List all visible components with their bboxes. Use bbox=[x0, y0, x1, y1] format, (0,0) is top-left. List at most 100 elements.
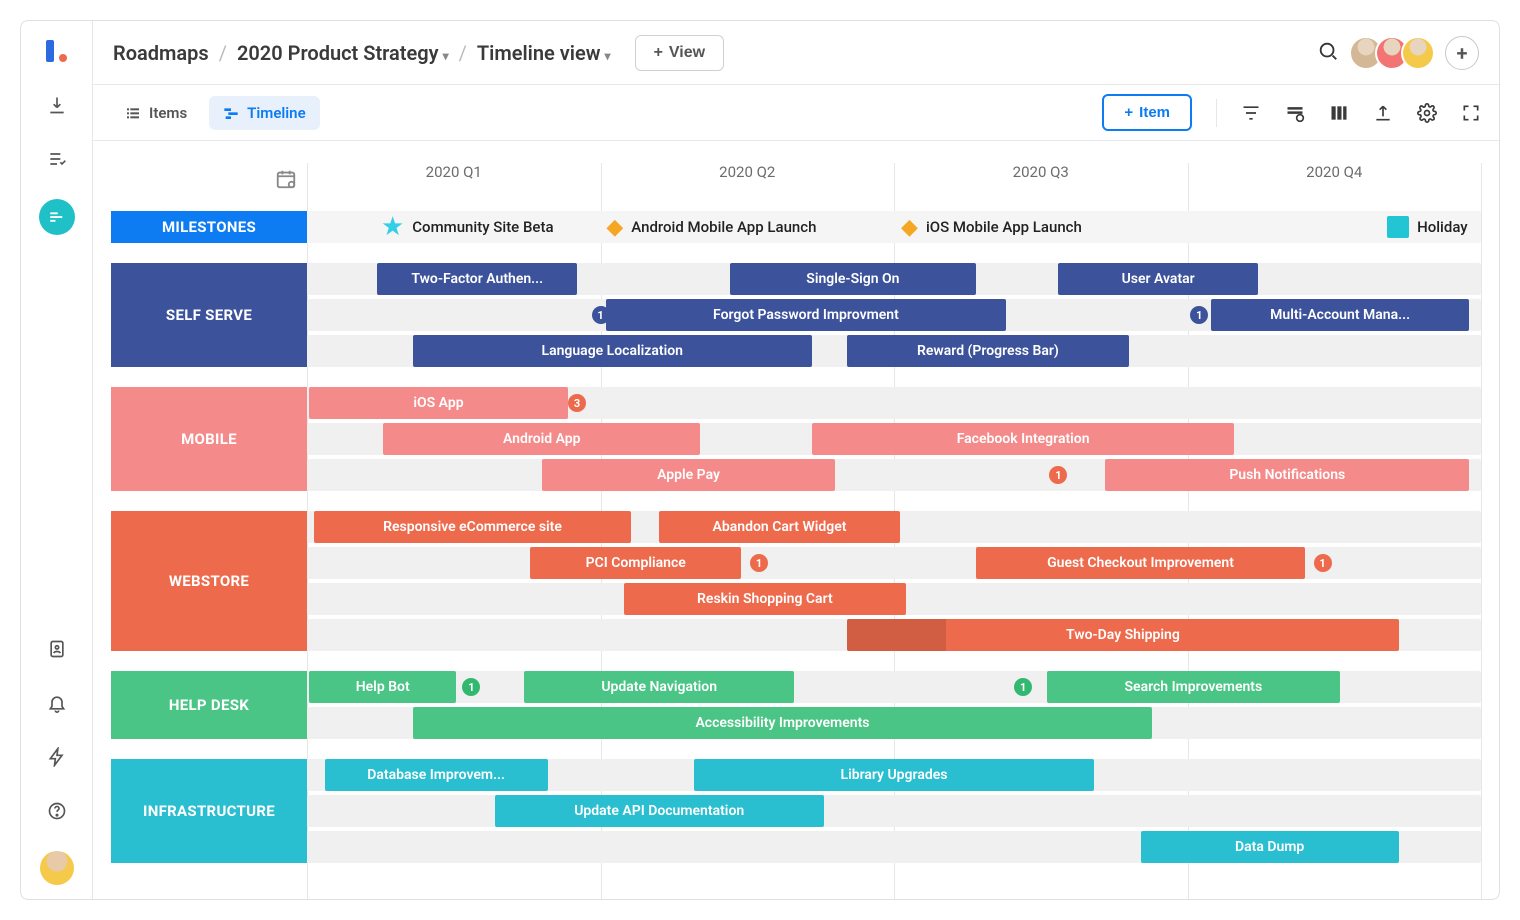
count-badge[interactable]: 1 bbox=[1190, 306, 1208, 324]
tag-filter-icon[interactable] bbox=[1285, 103, 1305, 123]
calendar-settings-icon[interactable] bbox=[275, 168, 297, 194]
app-logo[interactable] bbox=[43, 37, 71, 65]
timeline-bar[interactable]: Reskin Shopping Cart bbox=[624, 583, 906, 615]
list-check-icon[interactable] bbox=[43, 145, 71, 173]
timeline-row: Reskin Shopping Cart bbox=[307, 583, 1481, 615]
milestone-item[interactable]: Holiday bbox=[1387, 211, 1468, 243]
timeline-bar[interactable]: Search Improvements bbox=[1047, 671, 1341, 703]
timeline-row: Android App Facebook Integration bbox=[307, 423, 1481, 455]
timeline-bar[interactable]: Apple Pay bbox=[542, 459, 836, 491]
milestone-label: iOS Mobile App Launch bbox=[926, 218, 1082, 236]
timeline-row: iOS App3 bbox=[307, 387, 1481, 419]
fullscreen-icon[interactable] bbox=[1461, 103, 1481, 123]
timeline-bar[interactable]: Android App bbox=[383, 423, 700, 455]
timeline-bar[interactable]: Facebook Integration bbox=[812, 423, 1235, 455]
collaborator-avatar[interactable] bbox=[1401, 36, 1435, 70]
tab-timeline[interactable]: Timeline bbox=[209, 96, 319, 130]
milestone-label: Android Mobile App Launch bbox=[631, 218, 816, 236]
roadmap-icon[interactable] bbox=[39, 199, 75, 235]
milestone-label: Holiday bbox=[1417, 218, 1468, 236]
timeline-bar[interactable]: Guest Checkout Improvement bbox=[976, 547, 1305, 579]
quarter-separator bbox=[1481, 163, 1482, 899]
timeline-bar[interactable]: Accessibility Improvements bbox=[413, 707, 1153, 739]
timeline-bar[interactable]: Reward (Progress Bar) bbox=[847, 335, 1129, 367]
timeline-row: Database Improvem... Library Upgrades bbox=[307, 759, 1481, 791]
timeline-bar[interactable]: Database Improvem... bbox=[325, 759, 548, 791]
timeline-row: Update API Documentation bbox=[307, 795, 1481, 827]
quarter-label: 2020 Q3 bbox=[1013, 163, 1069, 181]
timeline-row: Two-Factor Authen... Single-Sign On User A… bbox=[307, 263, 1481, 295]
chevron-down-icon: ▾ bbox=[443, 49, 449, 63]
timeline-bar[interactable]: Two-Factor Authen... bbox=[377, 263, 577, 295]
add-collaborator-button[interactable]: + bbox=[1445, 36, 1479, 70]
breadcrumb-root[interactable]: Roadmaps bbox=[113, 41, 209, 65]
timeline-row: PCI Compliance 1 Guest Checkout Improvemen… bbox=[307, 547, 1481, 579]
timeline-bar[interactable]: Language Localization bbox=[413, 335, 812, 367]
count-badge[interactable]: 1 bbox=[1049, 466, 1067, 484]
search-icon[interactable] bbox=[1317, 40, 1339, 66]
view-tabs: Items Timeline + Item bbox=[93, 85, 1499, 141]
timeline-row: Forgot Password Improvment1Multi-Account… bbox=[307, 299, 1481, 331]
count-badge[interactable]: 1 bbox=[592, 306, 610, 324]
timeline-bar[interactable]: Forgot Password Improvment bbox=[606, 299, 1005, 331]
star-icon: ★ bbox=[381, 212, 404, 242]
timeline-bar[interactable]: Update API Documentation bbox=[495, 795, 824, 827]
timeline-bar[interactable]: Update Navigation bbox=[524, 671, 794, 703]
timeline-row: Two-Day Shipping bbox=[307, 619, 1481, 651]
tab-items[interactable]: Items bbox=[111, 96, 201, 130]
timeline-bar[interactable]: iOS App bbox=[309, 387, 567, 419]
filter-icon[interactable] bbox=[1241, 103, 1261, 123]
timeline-bar[interactable]: PCI Compliance bbox=[530, 547, 741, 579]
breadcrumb-folder[interactable]: 2020 Product Strategy▾ bbox=[237, 41, 449, 65]
progress-overlay bbox=[847, 619, 946, 651]
timeline-bar[interactable]: Push Notifications bbox=[1105, 459, 1469, 491]
current-user-avatar[interactable] bbox=[40, 851, 74, 885]
add-item-button[interactable]: + Item bbox=[1102, 94, 1192, 131]
diamond-icon: ◆ bbox=[901, 215, 918, 240]
milestone-item[interactable]: ◆ iOS Mobile App Launch bbox=[901, 211, 1082, 243]
count-badge[interactable]: 1 bbox=[750, 554, 768, 572]
topbar: Roadmaps / 2020 Product Strategy▾ / Time… bbox=[93, 21, 1499, 85]
breadcrumb-separator: / bbox=[219, 41, 227, 65]
help-icon[interactable] bbox=[43, 797, 71, 825]
quarter-label: 2020 Q1 bbox=[426, 163, 482, 181]
timeline-bar[interactable]: Responsive eCommerce site bbox=[314, 511, 631, 543]
timeline-row: Help Bot 1 Update Navigation 1 Search Improv… bbox=[307, 671, 1481, 703]
export-icon[interactable] bbox=[1373, 103, 1393, 123]
milestone-item[interactable]: ◆Android Mobile App Launch bbox=[606, 211, 816, 243]
add-view-button[interactable]: + View bbox=[635, 35, 725, 71]
breadcrumb-separator: / bbox=[459, 41, 467, 65]
timeline-header: 2020 Q12020 Q22020 Q32020 Q4 bbox=[111, 163, 1481, 199]
timeline-bar[interactable]: Help Bot bbox=[309, 671, 456, 703]
timeline-bar[interactable]: Multi-Account Mana... bbox=[1211, 299, 1469, 331]
section-self_serve: SELF SERVETwo-Factor Authen...Single-Sig… bbox=[111, 263, 1481, 367]
timeline-bar[interactable]: Library Upgrades bbox=[694, 759, 1093, 791]
timeline-bar[interactable]: Two-Day Shipping bbox=[847, 619, 1399, 651]
timeline-bar[interactable]: Data Dump bbox=[1141, 831, 1399, 863]
timeline-bar[interactable]: Single-Sign On bbox=[730, 263, 977, 295]
quarter-label: 2020 Q2 bbox=[719, 163, 775, 181]
timeline-icon bbox=[223, 105, 239, 121]
columns-icon[interactable] bbox=[1329, 103, 1349, 123]
chevron-down-icon: ▾ bbox=[605, 49, 611, 63]
breadcrumb-view[interactable]: Timeline view▾ bbox=[477, 41, 611, 65]
separator bbox=[1216, 99, 1217, 127]
count-badge[interactable]: 1 bbox=[462, 678, 480, 696]
notifications-icon[interactable] bbox=[43, 689, 71, 717]
section-title: HELP DESK bbox=[111, 671, 307, 739]
timeline-area: 2020 Q12020 Q22020 Q32020 Q4 MILESTONES … bbox=[93, 141, 1499, 899]
plus-icon: + bbox=[1124, 104, 1133, 121]
timeline-bar[interactable]: Abandon Cart Widget bbox=[659, 511, 900, 543]
bolt-icon[interactable] bbox=[43, 743, 71, 771]
milestone-item[interactable]: ★ Community Site Beta bbox=[381, 211, 554, 243]
contacts-icon[interactable] bbox=[43, 635, 71, 663]
list-icon bbox=[125, 105, 141, 121]
settings-icon[interactable] bbox=[1417, 103, 1437, 123]
timeline-bar[interactable]: User Avatar bbox=[1058, 263, 1258, 295]
count-badge[interactable]: 1 bbox=[1014, 678, 1032, 696]
count-badge[interactable]: 1 bbox=[1314, 554, 1332, 572]
count-badge[interactable]: 3 bbox=[568, 394, 586, 412]
import-icon[interactable] bbox=[43, 91, 71, 119]
section-title: MOBILE bbox=[111, 387, 307, 491]
milestone-label: Community Site Beta bbox=[412, 218, 553, 236]
